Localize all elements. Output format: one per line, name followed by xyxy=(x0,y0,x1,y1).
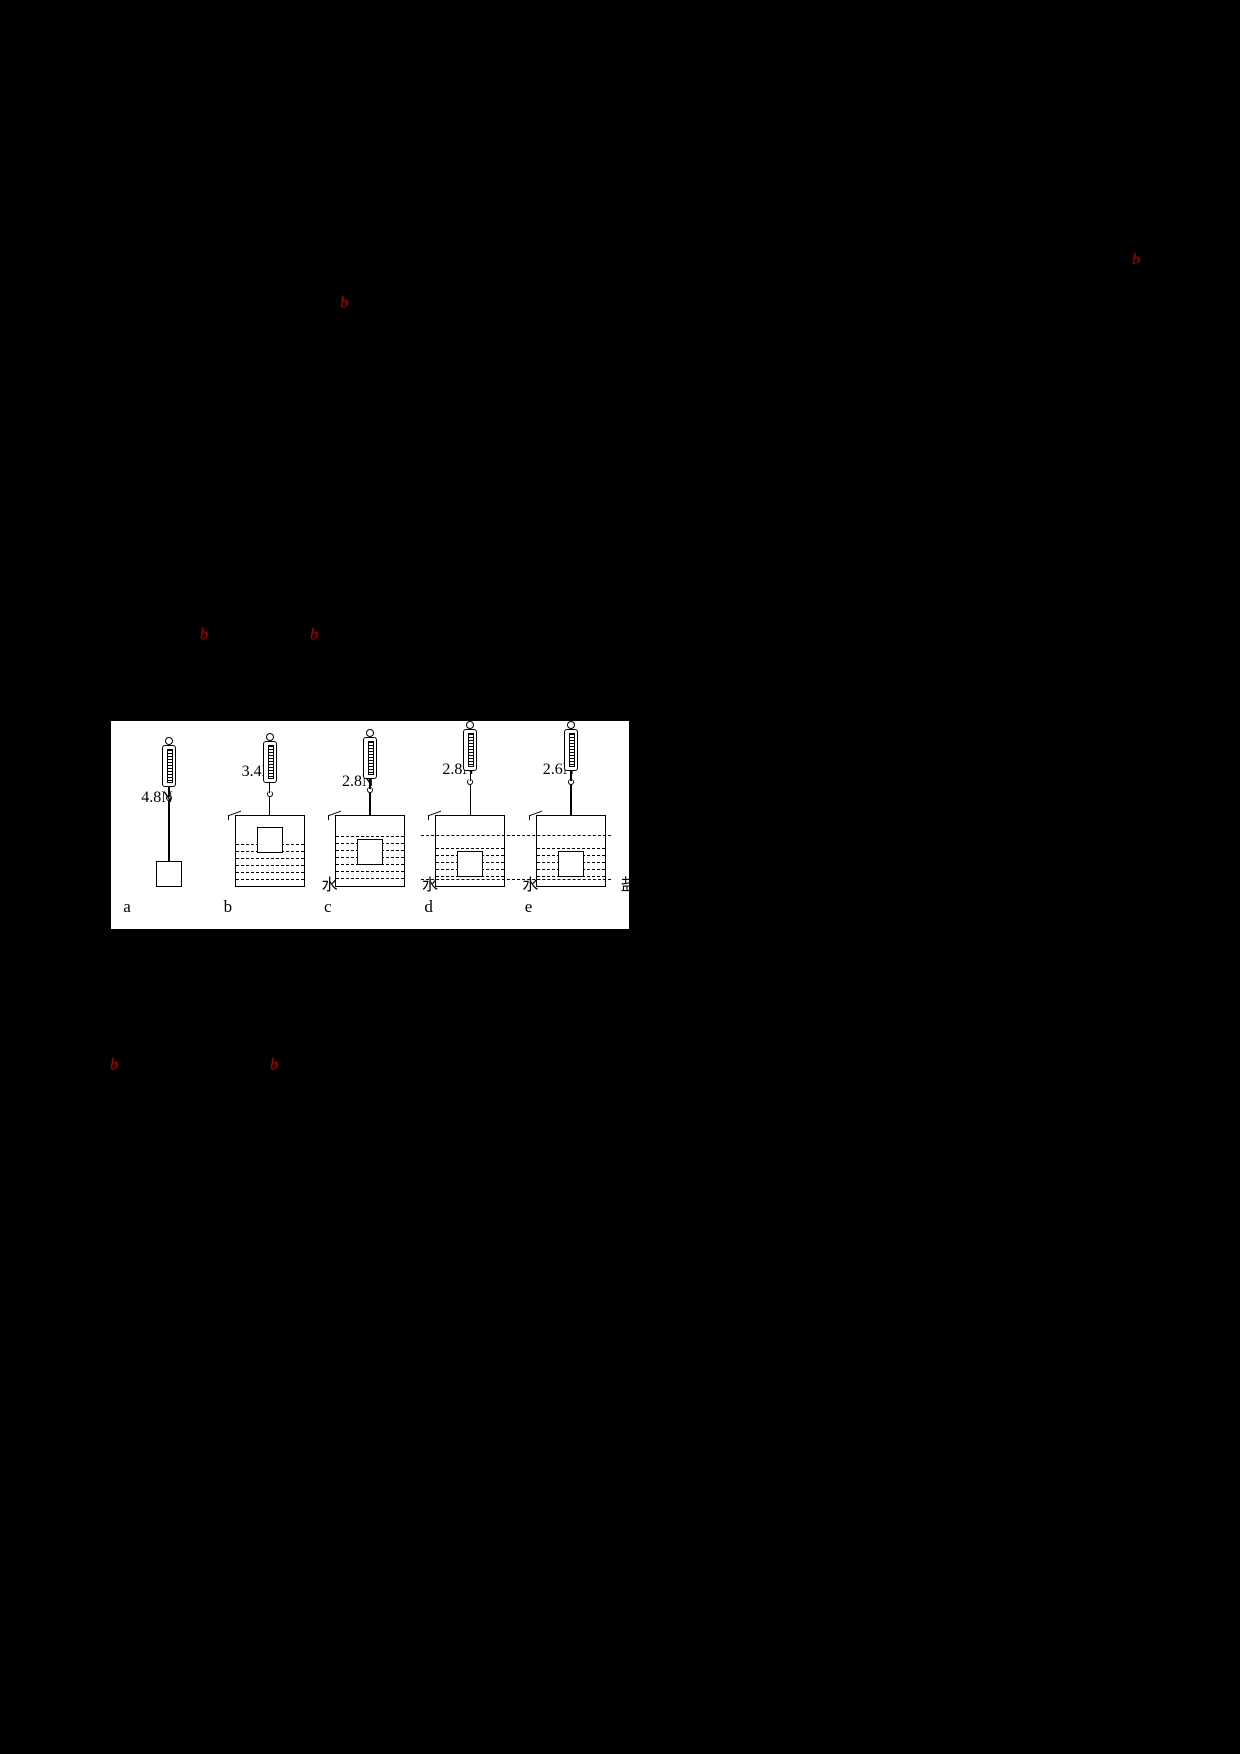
panel-letter-b: b xyxy=(220,891,320,923)
reading-a: 4.8N xyxy=(141,783,173,813)
panel-letter-a: a xyxy=(119,891,219,923)
red-marker-3: b xyxy=(200,620,208,650)
scale-d xyxy=(435,721,505,887)
scale-e xyxy=(536,721,606,887)
panel-a: 4.8N a xyxy=(119,737,219,923)
block-b xyxy=(257,827,283,853)
red-marker-1: b xyxy=(1132,245,1140,275)
block-c xyxy=(357,839,383,865)
beaker-d xyxy=(435,815,505,887)
red-marker-5: b xyxy=(110,1050,118,1080)
red-marker-2: b xyxy=(340,288,348,318)
red-marker-6: b xyxy=(270,1050,278,1080)
panel-letter-e: e xyxy=(521,891,621,923)
physics-diagram: 4.8N a3.4N水b2.8N水c2.8N水d2.6N盐水e xyxy=(110,720,630,930)
block-d xyxy=(457,851,483,877)
block-a xyxy=(156,861,182,887)
block-e xyxy=(558,851,584,877)
panel-b: 3.4N水b xyxy=(220,733,320,923)
scale-c xyxy=(335,729,405,887)
panel-e: 2.6N盐水e xyxy=(521,721,621,923)
beaker-b xyxy=(235,815,305,887)
panel-d: 2.8N水d xyxy=(420,721,520,923)
beaker-e xyxy=(536,815,606,887)
dash-link-1 xyxy=(421,879,611,880)
beaker-c xyxy=(335,815,405,887)
dash-link-0 xyxy=(421,835,611,836)
panel-letter-c: c xyxy=(320,891,420,923)
liquid-label-e: 盐水 xyxy=(621,871,653,901)
panel-letter-d: d xyxy=(420,891,520,923)
red-marker-4: b xyxy=(310,620,318,650)
panel-c: 2.8N水c xyxy=(320,729,420,923)
